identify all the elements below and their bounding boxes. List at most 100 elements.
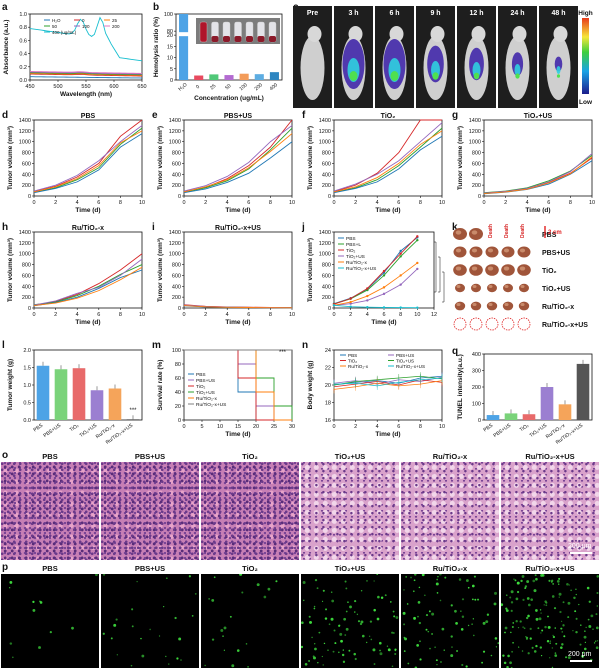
tile-title: Ru/TiO₂-x+US	[525, 564, 575, 573]
apoptotic-cell	[318, 631, 321, 634]
apoptotic-cell	[570, 589, 572, 591]
apoptotic-cell	[391, 665, 394, 668]
x-tick-label: 6	[397, 200, 400, 206]
legend-label: Ru/TiO₂-x	[348, 364, 369, 369]
tumor-photo	[455, 283, 465, 293]
x-tick-label: 10	[289, 312, 295, 318]
apoptotic-cell	[495, 646, 498, 648]
apoptotic-cell	[330, 591, 333, 593]
apoptotic-cell	[376, 574, 379, 575]
apoptotic-cell	[324, 617, 328, 620]
apoptotic-cell	[460, 610, 462, 612]
y-tick-label: 60	[175, 376, 181, 382]
axis-frame	[33, 119, 143, 197]
series-line	[333, 236, 418, 305]
y-tick-label: 0	[28, 194, 31, 200]
apoptotic-cell	[566, 582, 569, 586]
legend-label: TiO₂	[348, 359, 357, 364]
x-tick-label: 2	[354, 200, 357, 206]
x-tick-label: 0	[332, 200, 335, 206]
y-tick-label: 0	[178, 194, 181, 200]
x-tick-label: 100	[238, 82, 248, 92]
bar	[126, 419, 140, 420]
apoptotic-cell	[529, 627, 532, 630]
apoptotic-cell	[174, 616, 177, 620]
x-tick-label: 8	[269, 312, 272, 318]
apoptotic-cell	[311, 636, 313, 639]
series-line	[183, 141, 293, 194]
y-tick-label: 100	[472, 402, 481, 408]
hemolysis-bar	[239, 73, 249, 80]
x-axis-label: Wavelength (nm)	[60, 91, 112, 98]
series-line	[483, 157, 593, 194]
label-h: h	[2, 222, 9, 233]
x-tick-label: H₂O	[177, 82, 188, 93]
tube-pellet	[257, 36, 265, 42]
apoptotic-cell	[547, 625, 551, 629]
death-label: Death	[504, 224, 510, 238]
tube	[199, 21, 208, 43]
tunel-dots	[501, 574, 599, 668]
apoptotic-cell	[308, 615, 311, 618]
y-tick-label: 1000	[19, 140, 31, 146]
mouse-head	[307, 26, 322, 42]
apoptotic-cell	[533, 589, 537, 593]
series-line	[483, 156, 593, 195]
tumor-chart-tio2-us: 0 2 4 6 8 10 0 200 400 600 800 1000 1200 1400 Time (d)…	[457, 113, 595, 214]
tumor-photo	[471, 283, 481, 293]
apoptotic-cell	[131, 608, 134, 611]
hemolysis-bar	[194, 75, 204, 80]
apoptotic-cell	[471, 584, 475, 588]
apoptotic-cell	[540, 655, 543, 657]
apoptotic-cell	[494, 591, 498, 595]
x-tick-label: 2	[354, 424, 357, 430]
apoptotic-cell	[314, 643, 316, 645]
apoptotic-cell	[418, 621, 422, 625]
bar	[504, 413, 518, 420]
y-axis-label: Tumor volume (mm³)	[307, 126, 314, 190]
apoptotic-cell	[9, 580, 13, 584]
apoptotic-cell	[567, 616, 570, 619]
apoptotic-cell	[427, 630, 430, 633]
apoptotic-cell	[394, 649, 397, 652]
apoptotic-cell	[12, 656, 14, 659]
apoptotic-cell	[507, 654, 510, 658]
y-tick-label: 1000	[169, 252, 181, 258]
apoptotic-cell	[275, 580, 278, 583]
apoptotic-cell	[188, 575, 191, 578]
apoptotic-cell	[548, 579, 551, 582]
y-tick-label: 80	[167, 29, 173, 35]
y-tick-label: 1200	[319, 129, 331, 135]
y-tick-label: 1400	[19, 118, 31, 124]
apoptotic-cell	[345, 627, 349, 631]
apoptotic-cell	[539, 646, 543, 649]
apoptotic-cell	[412, 590, 415, 593]
y-axis-label: Tumor volume (mm³)	[157, 238, 164, 302]
tile-title: TiO₂+US	[334, 564, 366, 573]
apoptotic-cell	[512, 641, 514, 644]
apoptotic-cell	[377, 595, 380, 599]
bar	[36, 365, 50, 420]
y-axis-label: Tumor volume (mm³)	[157, 126, 164, 190]
tumor-highlight	[455, 248, 462, 253]
apoptotic-cell	[349, 605, 352, 609]
y-tick-label: 16	[325, 418, 331, 424]
apoptotic-cell	[395, 616, 399, 619]
legend-label: 50	[52, 24, 58, 29]
legend-label: 0	[82, 18, 85, 23]
apoptotic-cell	[313, 607, 316, 610]
y-tick-label: 20	[167, 33, 173, 39]
apoptotic-cell	[563, 635, 566, 638]
apoptotic-cell	[497, 642, 499, 645]
apoptotic-cell	[428, 610, 431, 613]
x-tick-label: PBS+US	[492, 422, 512, 439]
y-tick-label: 20	[175, 404, 181, 410]
apoptotic-cell	[231, 664, 235, 668]
apoptotic-cell	[517, 627, 520, 629]
apoptotic-cell	[533, 650, 537, 653]
tile-title: Ru/TiO₂-x	[432, 452, 468, 461]
x-tick-label: 4	[226, 200, 229, 206]
apoptotic-cell	[552, 634, 554, 637]
apoptotic-cell	[116, 654, 118, 656]
apoptotic-cell	[572, 630, 574, 632]
